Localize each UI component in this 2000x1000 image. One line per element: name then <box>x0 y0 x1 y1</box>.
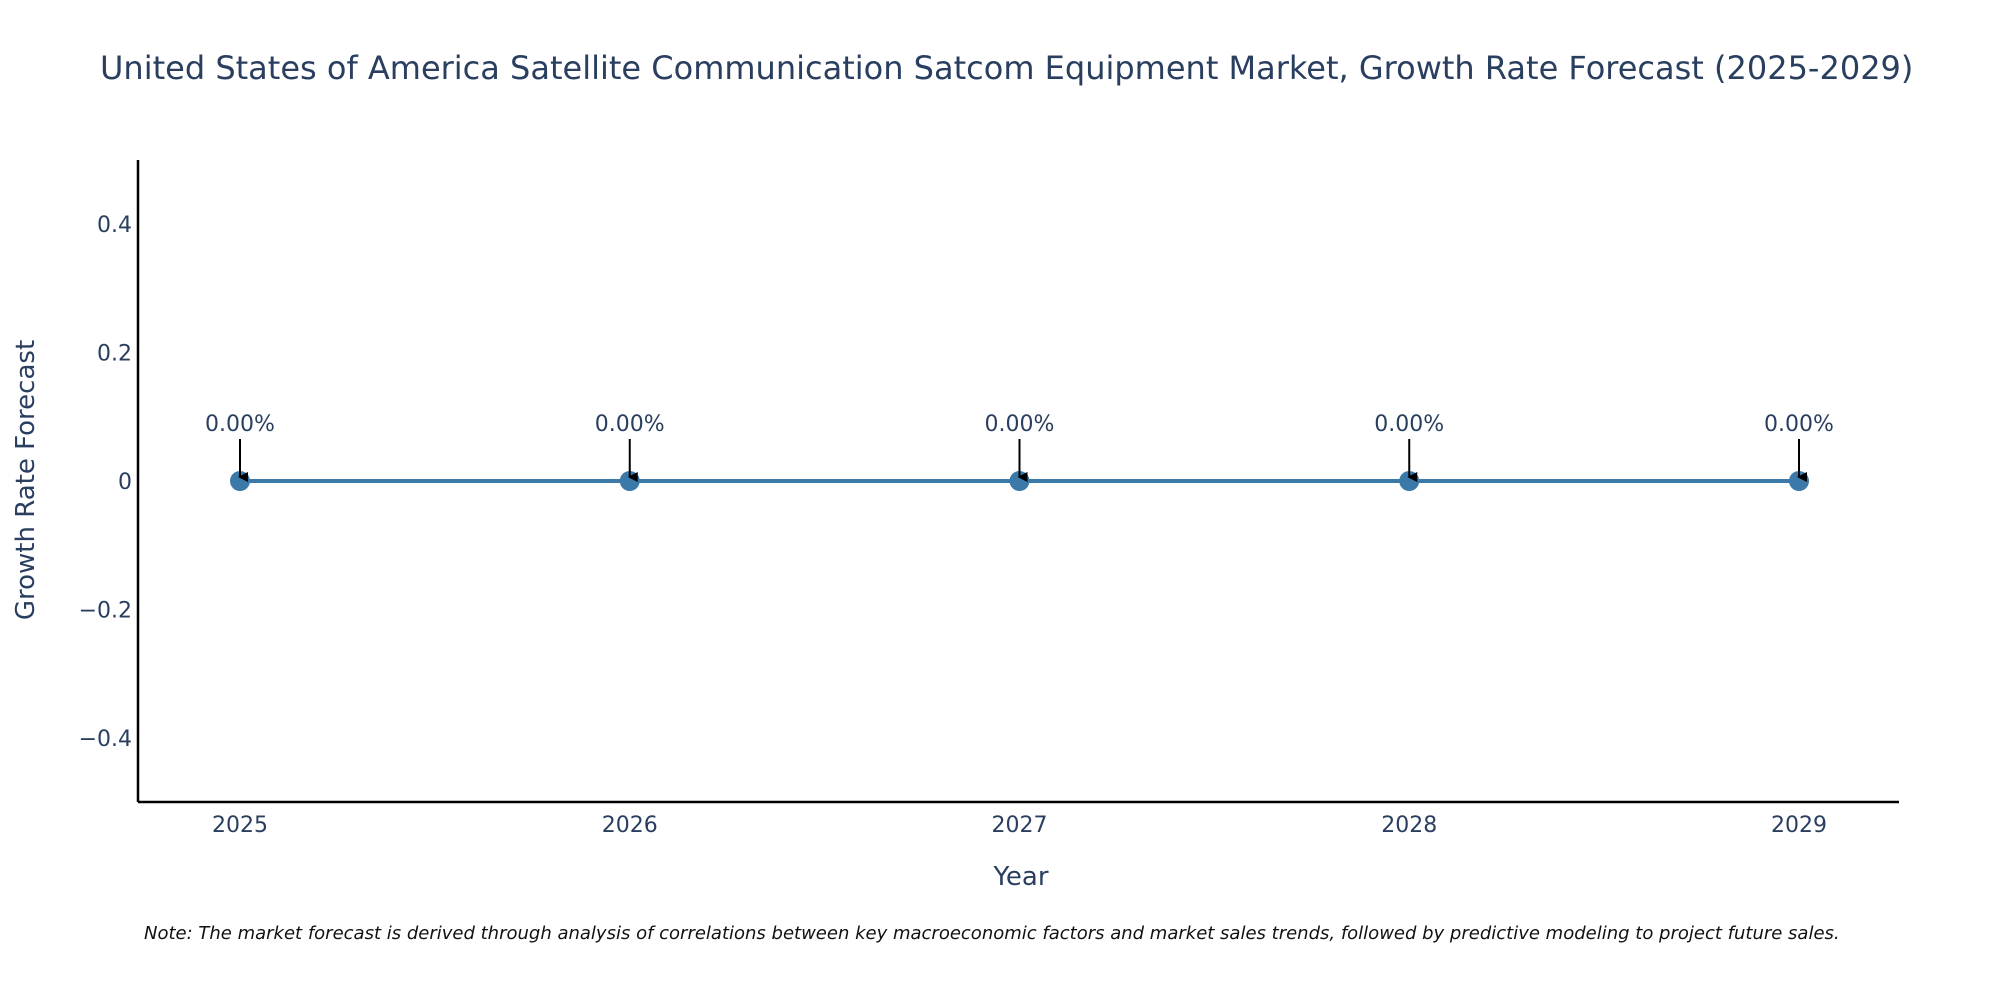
y-tick-labels: 0.4 0.2 0 −0.2 −0.4 <box>79 213 132 752</box>
y-tick-label: 0.2 <box>97 342 132 367</box>
y-tick-label: 0.4 <box>97 213 132 238</box>
data-label: 0.00% <box>205 412 275 437</box>
y-tick-label: −0.4 <box>79 727 132 752</box>
data-label: 0.00% <box>985 412 1055 437</box>
x-tick-label: 2025 <box>212 813 268 838</box>
data-label: 0.00% <box>1764 412 1834 437</box>
x-axis-title: Year <box>992 862 1048 892</box>
plot-area: 0.4 0.2 0 −0.2 −0.4 2025 2026 2027 2028 2029 0.0… <box>79 160 1899 838</box>
x-tick-label: 2026 <box>602 813 658 838</box>
footnote: Note: The market forecast is derived thr… <box>144 923 1840 944</box>
data-label: 0.00% <box>595 412 665 437</box>
y-tick-label: 0 <box>118 470 132 495</box>
annotation-layer: 0.00% 0.00% 0.00% 0.00% 0.00% <box>205 412 1834 482</box>
x-tick-label: 2027 <box>992 813 1048 838</box>
x-tick-labels: 2025 2026 2027 2028 2029 <box>212 813 1827 838</box>
data-label: 0.00% <box>1374 412 1444 437</box>
y-tick-label: −0.2 <box>79 598 132 623</box>
y-axis-title: Growth Rate Forecast <box>11 340 41 620</box>
x-tick-label: 2029 <box>1771 813 1827 838</box>
chart-title: United States of America Satellite Commu… <box>100 49 1913 87</box>
x-tick-label: 2028 <box>1381 813 1437 838</box>
